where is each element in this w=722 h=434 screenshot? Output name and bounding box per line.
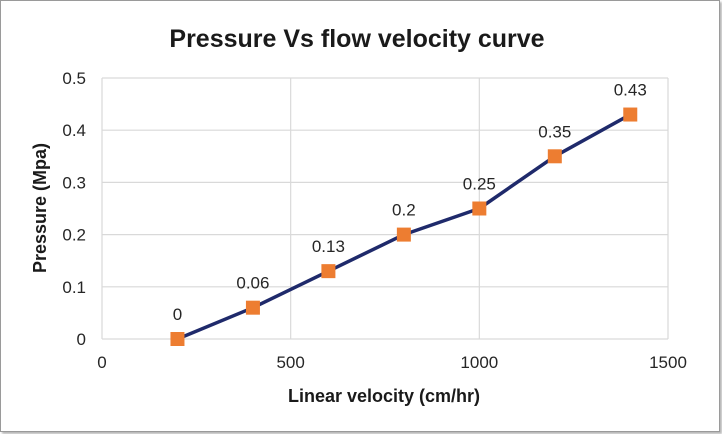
data-point-marker (472, 201, 487, 216)
chart-title: Pressure Vs flow velocity curve (169, 25, 544, 53)
data-point-marker (396, 227, 411, 242)
x-tick-label: 1500 (649, 353, 687, 372)
y-tick-label: 0.3 (62, 173, 86, 192)
data-point-label: 0.13 (312, 237, 345, 256)
x-tick-label: 0 (97, 353, 106, 372)
data-point-label: 0.43 (614, 81, 647, 100)
data-point-marker (245, 300, 260, 315)
data-point-marker (623, 107, 638, 122)
data-point-label: 0 (173, 305, 182, 324)
x-axis-ticks: 0 500 1000 1500 (97, 353, 687, 372)
data-point-marker (170, 332, 185, 346)
y-tick-label: 0.1 (62, 278, 86, 297)
y-axis-title: Pressure (Mpa) (30, 143, 50, 273)
y-axis-ticks: 0 0.1 0.2 0.3 0.4 0.5 (62, 69, 86, 349)
y-tick-label: 0.2 (62, 226, 86, 245)
y-tick-label: 0.5 (62, 69, 86, 88)
data-point-marker (321, 264, 336, 279)
gridlines (101, 77, 669, 340)
data-point-label: 0.25 (463, 175, 496, 194)
y-tick-label: 0 (77, 330, 86, 349)
data-markers (170, 107, 638, 346)
x-axis-title: Linear velocity (cm/hr) (288, 386, 480, 406)
series-line (176, 113, 632, 341)
data-labels: 0 0.06 0.13 0.2 0.25 0.35 0.43 (173, 81, 647, 324)
x-tick-label: 500 (276, 353, 304, 372)
data-point-marker (547, 149, 562, 164)
x-tick-label: 1000 (460, 353, 498, 372)
data-point-label: 0.06 (236, 274, 269, 293)
data-point-label: 0.2 (392, 201, 416, 220)
y-tick-label: 0.4 (62, 121, 86, 140)
data-point-label: 0.35 (538, 122, 571, 141)
